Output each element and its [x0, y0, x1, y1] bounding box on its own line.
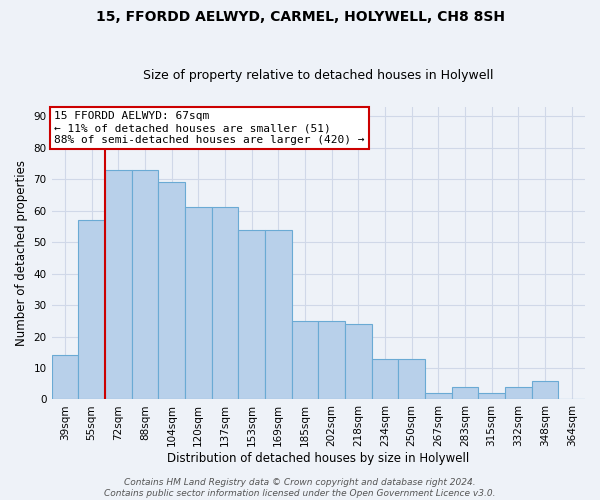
Bar	[52, 356, 78, 400]
Bar	[371, 358, 398, 400]
Bar	[158, 182, 185, 400]
Bar	[185, 208, 212, 400]
Text: 15 FFORDD AELWYD: 67sqm
← 11% of detached houses are smaller (51)
88% of semi-de: 15 FFORDD AELWYD: 67sqm ← 11% of detache…	[54, 112, 365, 144]
Bar	[265, 230, 292, 400]
Bar	[78, 220, 105, 400]
Bar	[238, 230, 265, 400]
Bar	[212, 208, 238, 400]
Y-axis label: Number of detached properties: Number of detached properties	[15, 160, 28, 346]
Text: 15, FFORDD AELWYD, CARMEL, HOLYWELL, CH8 8SH: 15, FFORDD AELWYD, CARMEL, HOLYWELL, CH8…	[95, 10, 505, 24]
Bar	[425, 393, 452, 400]
Bar	[105, 170, 131, 400]
Bar	[318, 321, 345, 400]
Bar	[452, 387, 478, 400]
Bar	[345, 324, 371, 400]
Bar	[398, 358, 425, 400]
Title: Size of property relative to detached houses in Holywell: Size of property relative to detached ho…	[143, 69, 494, 82]
Bar	[478, 393, 505, 400]
Bar	[505, 387, 532, 400]
X-axis label: Distribution of detached houses by size in Holywell: Distribution of detached houses by size …	[167, 452, 469, 465]
Bar	[131, 170, 158, 400]
Bar	[292, 321, 318, 400]
Text: Contains HM Land Registry data © Crown copyright and database right 2024.
Contai: Contains HM Land Registry data © Crown c…	[104, 478, 496, 498]
Bar	[532, 380, 559, 400]
